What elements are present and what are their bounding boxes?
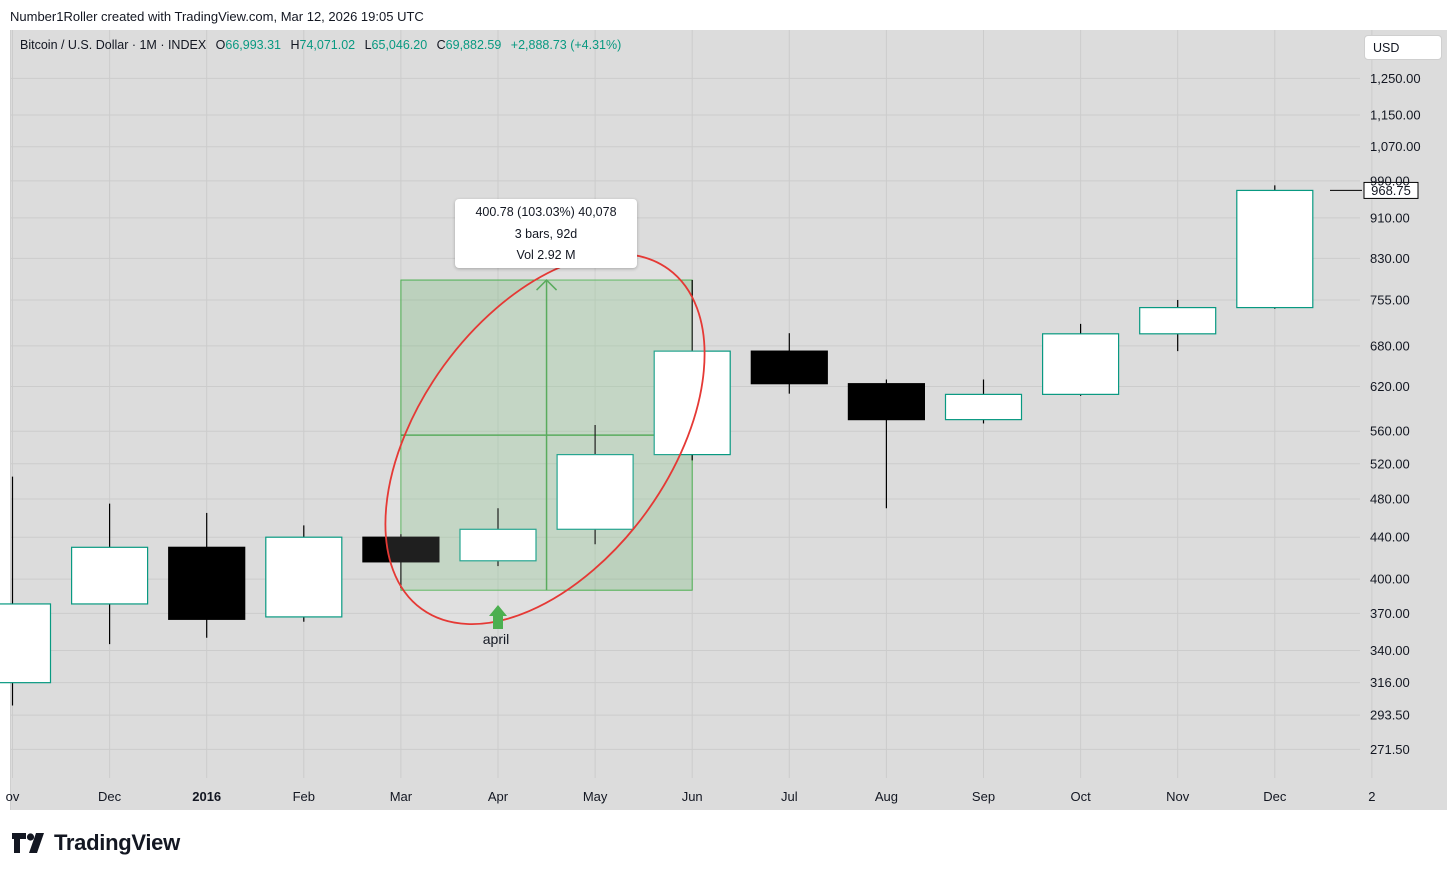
candle-body (70, 546, 149, 605)
candle-body (265, 536, 343, 618)
time-axis: ov Dec 2016 Feb Mar Apr May Jun Jul Aug Sep Oct Nov D… (6, 789, 1376, 804)
candle-body (1041, 333, 1120, 395)
tradingview-logo-icon (12, 833, 44, 853)
candle-body (847, 383, 926, 421)
candle-body (944, 393, 1023, 421)
currency-button[interactable]: USD (1364, 35, 1442, 60)
price-tick-label: 560.00 (1370, 424, 1410, 439)
price-tick-label: 620.00 (1370, 379, 1410, 394)
candle-body (1236, 189, 1314, 309)
price-tick-label: 755.00 (1370, 292, 1410, 307)
low-value: 65,046.20 (371, 38, 428, 52)
last-price-label: 968.75 (1371, 183, 1411, 198)
annotation-overlay: april 968.75 (384, 181, 1419, 647)
time-tick-label: Jun (682, 789, 703, 804)
price-tick-label: 440.00 (1370, 530, 1410, 545)
time-tick-label: Apr (488, 789, 509, 804)
price-tick-label: 1,150.00 (1370, 108, 1421, 123)
time-tick-label: Oct (1070, 789, 1091, 804)
measure-range (400, 278, 693, 591)
arrow-up-icon (489, 605, 507, 629)
time-tick-label: Nov (1166, 789, 1190, 804)
last-price-badge (1363, 181, 1419, 199)
close-value: 69,882.59 (445, 38, 502, 52)
candle-body (750, 350, 828, 385)
time-tick-label: Sep (972, 789, 995, 804)
time-tick-label: 2016 (192, 789, 221, 804)
time-tick-label: Dec (1263, 789, 1287, 804)
time-tick-label: May (583, 789, 608, 804)
april-label: april (483, 631, 509, 647)
measure-arrow-head (536, 278, 558, 291)
price-axis: 1,250.00 1,150.00 1,070.00 990.00 910.00 830.… (1370, 71, 1421, 757)
open-value: 66,993.31 (225, 38, 281, 52)
chart-caption: Number1Roller created with TradingView.c… (10, 9, 424, 24)
candles (0, 185, 1314, 706)
candle-body (653, 350, 731, 456)
price-tick-label: 293.50 (1370, 708, 1410, 723)
time-tick-label: Aug (875, 789, 898, 804)
candle-body (0, 603, 52, 684)
measure-tooltip-line2: 3 bars, 92d (514, 226, 578, 241)
candle-body (168, 546, 246, 620)
price-tick-label: 1,070.00 (1370, 139, 1421, 154)
change-value: +2,888.73 (+4.31%) (510, 38, 622, 52)
time-tick-label: Mar (390, 789, 413, 804)
price-tick-label: 271.50 (1370, 742, 1410, 757)
price-tick-label: 340.00 (1370, 643, 1410, 658)
candle-body (362, 536, 440, 563)
price-tick-label: 480.00 (1370, 491, 1410, 506)
price-tick-label: 400.00 (1370, 572, 1410, 587)
measure-tooltip-line1: 400.78 (103.03%) 40,078 (475, 205, 617, 219)
candle-body (459, 528, 537, 562)
candle-body (556, 454, 634, 530)
price-tick-label: 910.00 (1370, 210, 1410, 225)
price-tick-label: 680.00 (1370, 338, 1410, 353)
symbol-name[interactable]: Bitcoin / U.S. Dollar · 1M · INDEX (20, 38, 207, 52)
tradingview-logo[interactable]: TradingView (12, 830, 180, 856)
highlight-ellipse (384, 252, 706, 626)
time-tick-label: Dec (98, 789, 122, 804)
price-tick-label: 520.00 (1370, 456, 1410, 471)
measure-tooltip: 400.78 (103.03%) 40,078 3 bars, 92d Vol … (455, 199, 637, 268)
symbol-legend: Bitcoin / U.S. Dollar · 1M · INDEX O66,9… (20, 38, 621, 52)
low-label: L (364, 38, 372, 52)
time-tick-label: Feb (293, 789, 315, 804)
time-tick-label: ov (6, 789, 20, 804)
time-tick-label: 2 (1368, 789, 1375, 804)
measure-tooltip-line3: Vol 2.92 M (516, 248, 576, 262)
time-tick-label: Jul (781, 789, 798, 804)
price-tick-label: 370.00 (1370, 606, 1410, 621)
high-label: H (290, 38, 300, 52)
price-tick-label: 1,250.00 (1370, 71, 1421, 86)
price-tick-label: 316.00 (1370, 675, 1410, 690)
price-tick-label: 990.00 (1370, 173, 1410, 188)
high-value: 74,071.02 (299, 38, 356, 52)
price-tick-label: 830.00 (1370, 251, 1410, 266)
tradingview-wordmark: TradingView (54, 830, 180, 855)
candle-body (1139, 306, 1217, 335)
close-label: C (436, 38, 446, 52)
open-label: O (215, 38, 226, 52)
